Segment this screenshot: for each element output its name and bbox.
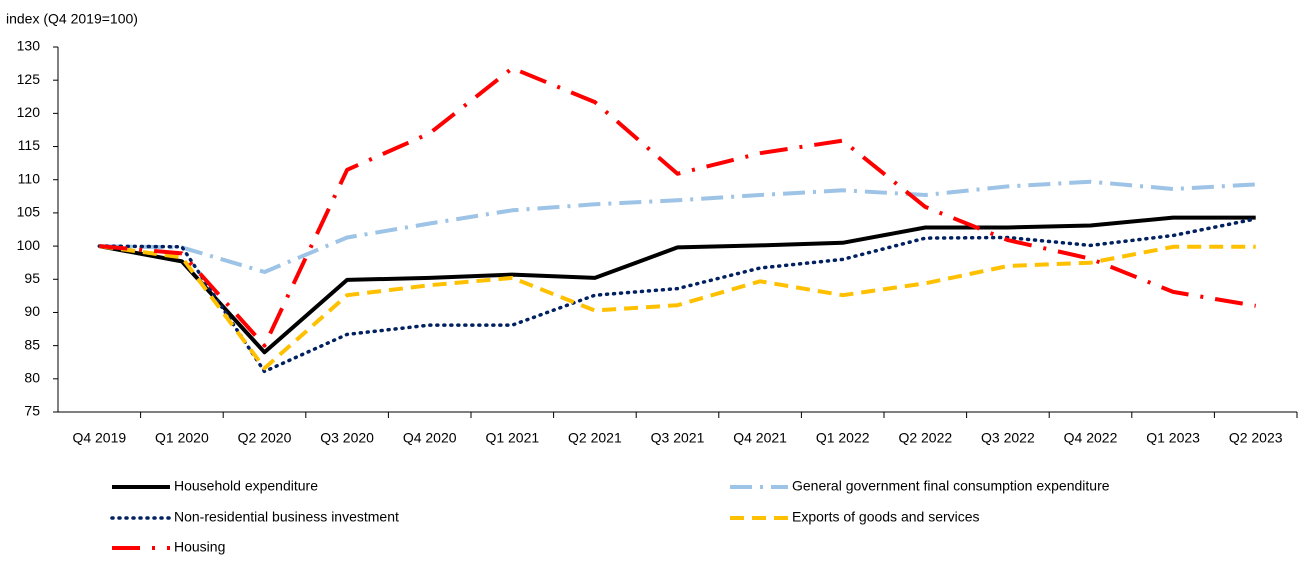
x-tick-label: Q3 2022 xyxy=(981,430,1035,446)
x-tick-label: Q3 2020 xyxy=(320,430,374,446)
x-tick-label: Q1 2023 xyxy=(1146,430,1200,446)
x-tick-label: Q2 2022 xyxy=(898,430,952,446)
y-tick-label: 115 xyxy=(18,137,41,153)
y-tick-label: 105 xyxy=(17,204,41,220)
legend-label: Housing xyxy=(174,539,225,555)
line-series xyxy=(98,215,1256,355)
x-tick-label: Q1 2020 xyxy=(155,430,209,446)
y-tick-label: 80 xyxy=(24,370,40,386)
x-tick-label: Q2 2020 xyxy=(238,430,292,446)
legend-label: General government final consumption exp… xyxy=(792,478,1110,494)
line-series xyxy=(99,244,1256,371)
y-tick-label: 125 xyxy=(17,71,41,87)
y-tick-label: 100 xyxy=(17,237,41,253)
x-tick-label: Q4 2021 xyxy=(733,430,787,446)
x-tick-label: Q3 2021 xyxy=(651,430,705,446)
legend-label: Household expenditure xyxy=(174,478,318,494)
y-tick-label: 75 xyxy=(24,403,40,419)
line-series xyxy=(99,66,1257,348)
line-series xyxy=(97,217,1258,374)
y-tick-label: 95 xyxy=(24,270,40,286)
y-axis-label: index (Q4 2019=100) xyxy=(6,11,138,27)
x-tick-label: Q2 2021 xyxy=(568,430,622,446)
legend-label: Exports of goods and services xyxy=(792,509,980,525)
y-tick-label: 85 xyxy=(24,336,40,352)
x-tick-label: Q2 2023 xyxy=(1229,430,1283,446)
line-series xyxy=(99,179,1256,274)
x-tick-label: Q4 2022 xyxy=(1064,430,1118,446)
x-tick-label: Q4 2019 xyxy=(72,430,126,446)
x-tick-label: Q1 2021 xyxy=(485,430,539,446)
y-tick-label: 120 xyxy=(17,104,41,120)
y-tick-label: 110 xyxy=(18,170,41,186)
legend-label: Non-residential business investment xyxy=(174,509,399,525)
x-tick-label: Q1 2022 xyxy=(816,430,870,446)
y-tick-label: 130 xyxy=(17,38,41,54)
x-tick-label: Q4 2020 xyxy=(403,430,457,446)
y-tick-label: 90 xyxy=(24,303,40,319)
